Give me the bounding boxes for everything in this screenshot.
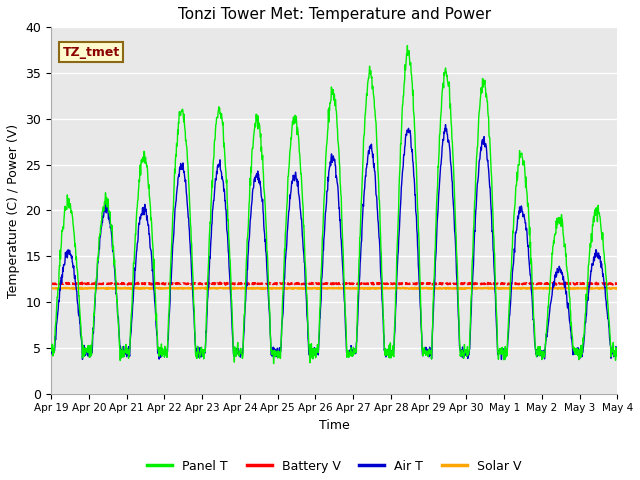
Solar V [300, 286, 307, 291]
Solar V [114, 285, 122, 291]
Battery V [332, 282, 339, 288]
Air T [287, 183, 295, 189]
Battery V [371, 281, 378, 287]
Legend: Panel T, Battery V, Air T, Solar V: Panel T, Battery V, Air T, Solar V [142, 455, 526, 478]
Panel T [91, 296, 99, 301]
Air T [47, 349, 55, 355]
Air T [498, 357, 506, 362]
Air T [300, 244, 307, 250]
Battery V [115, 281, 122, 287]
Panel T [288, 128, 296, 134]
Air T [442, 122, 449, 128]
Solar V [288, 286, 296, 291]
Battery V [288, 280, 296, 286]
Solar V [310, 285, 317, 291]
X-axis label: Time: Time [319, 419, 349, 432]
Solar V [614, 285, 621, 291]
Air T [614, 350, 621, 356]
Battery V [310, 281, 317, 287]
Panel T [614, 350, 621, 356]
Panel T [370, 94, 378, 100]
Panel T [47, 343, 55, 349]
Panel T [114, 315, 122, 321]
Solar V [415, 286, 422, 292]
Solar V [370, 286, 378, 291]
Panel T [404, 43, 412, 48]
Line: Air T: Air T [51, 125, 618, 360]
Air T [91, 301, 99, 307]
Air T [114, 314, 122, 320]
Line: Solar V: Solar V [51, 288, 618, 289]
Line: Panel T: Panel T [51, 46, 618, 363]
Air T [369, 160, 377, 166]
Panel T [270, 360, 278, 366]
Solar V [91, 285, 99, 291]
Air T [310, 351, 317, 357]
Battery V [47, 280, 55, 286]
Battery V [614, 281, 621, 287]
Battery V [92, 279, 99, 285]
Solar V [202, 285, 209, 290]
Text: TZ_tmet: TZ_tmet [63, 46, 120, 59]
Panel T [300, 223, 307, 229]
Line: Battery V: Battery V [51, 282, 618, 285]
Battery V [91, 281, 99, 287]
Y-axis label: Temperature (C) / Power (V): Temperature (C) / Power (V) [7, 123, 20, 298]
Panel T [310, 346, 317, 351]
Solar V [47, 285, 55, 291]
Title: Tonzi Tower Met: Temperature and Power: Tonzi Tower Met: Temperature and Power [178, 7, 491, 22]
Battery V [300, 281, 307, 287]
